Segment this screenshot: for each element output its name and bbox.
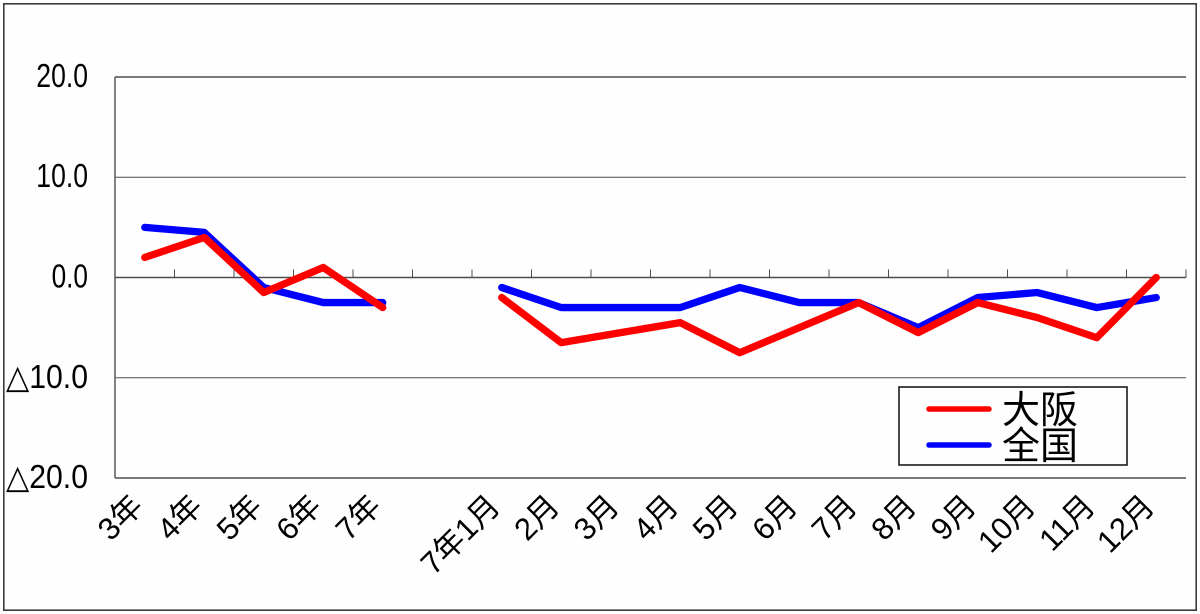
svg-text:全国: 全国 [1002, 426, 1078, 468]
svg-text:10.0: 10.0 [36, 157, 88, 194]
svg-text:△20.0: △20.0 [6, 458, 88, 495]
svg-text:0.0: 0.0 [52, 258, 88, 295]
svg-text:△10.0: △10.0 [6, 358, 88, 395]
svg-text:20.0: 20.0 [36, 57, 88, 94]
